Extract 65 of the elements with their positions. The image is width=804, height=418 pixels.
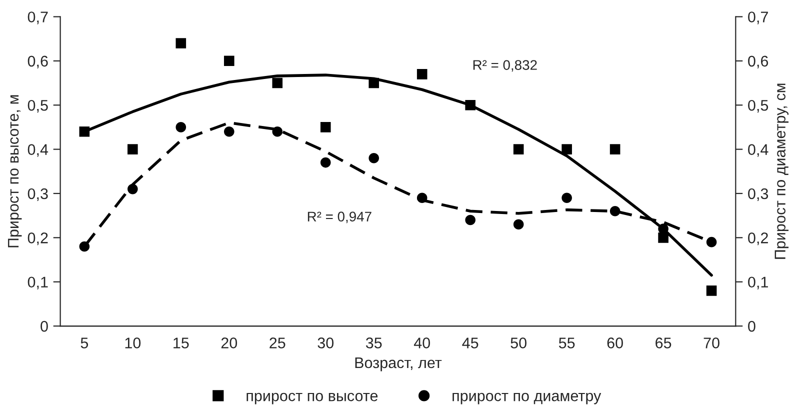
point xyxy=(562,144,572,154)
x-tick-label: 55 xyxy=(558,338,575,348)
point xyxy=(128,144,138,154)
point xyxy=(176,38,186,48)
x-tick-label: 40 xyxy=(414,338,430,348)
x-tick-label: 35 xyxy=(366,338,382,348)
point xyxy=(513,219,524,230)
point xyxy=(224,56,234,66)
x-tick-label: 10 xyxy=(125,338,141,348)
point xyxy=(706,236,717,248)
y-tick-label: 0,6 xyxy=(28,56,48,68)
x-tick-label: 50 xyxy=(510,338,526,348)
x-tick-label: 15 xyxy=(174,338,189,348)
y2-tick-label: 0,1 xyxy=(748,276,768,290)
point xyxy=(272,126,283,137)
legend-label: прирост по высоте xyxy=(246,392,378,404)
point xyxy=(416,192,428,204)
point xyxy=(513,144,524,154)
y2-tick-label: 0,4 xyxy=(748,144,768,157)
x-tick-label: 65 xyxy=(656,338,672,348)
y-axis-title: Прирост по высоте, м xyxy=(8,95,22,248)
y2-axis-title: Прирост по диаметру, см xyxy=(774,84,788,259)
point xyxy=(465,214,476,226)
point xyxy=(706,286,717,296)
point xyxy=(320,122,331,132)
point xyxy=(368,152,380,164)
y2-tick-label: 0,2 xyxy=(748,232,768,246)
x-tick-label: 5 xyxy=(80,338,88,348)
point xyxy=(128,184,138,194)
point xyxy=(658,224,668,234)
x-tick-label: 20 xyxy=(221,338,238,348)
point xyxy=(465,100,476,110)
x-tick-label: 60 xyxy=(607,338,623,348)
y-tick-label: 0,3 xyxy=(28,188,48,201)
y-tick-label: 0,7 xyxy=(28,12,48,24)
point xyxy=(272,78,283,88)
y2-tick-label: 0,3 xyxy=(748,188,768,201)
point xyxy=(320,157,331,168)
y-tick-label: 0,4 xyxy=(28,144,48,157)
point xyxy=(658,232,668,243)
point xyxy=(562,192,572,204)
x-tick-label: 70 xyxy=(704,338,720,348)
point xyxy=(610,144,620,154)
y-tick-label: 0,2 xyxy=(28,232,48,246)
x-tick-label: 45 xyxy=(462,338,478,348)
y-tick-label: 0 xyxy=(40,320,48,332)
legend-label: прирост по диаметру xyxy=(452,392,602,404)
y2-tick-label: 0,7 xyxy=(748,12,768,24)
x-axis-title: Возраст, лет xyxy=(355,358,442,372)
point xyxy=(368,78,380,88)
y2-tick-label: 0,5 xyxy=(748,100,768,113)
y2-tick-label: 0 xyxy=(748,320,756,332)
annotation: R² = 0,832 xyxy=(473,60,537,72)
point xyxy=(79,126,90,137)
y-tick-label: 0,1 xyxy=(28,276,48,290)
point xyxy=(79,241,90,252)
point xyxy=(176,122,186,132)
x-tick-label: 30 xyxy=(318,338,334,348)
point xyxy=(610,206,620,216)
y2-tick-label: 0,6 xyxy=(748,56,768,68)
x-tick-label: 25 xyxy=(270,338,286,348)
annotation: R² = 0,947 xyxy=(308,212,372,224)
point xyxy=(224,126,234,137)
point xyxy=(416,69,428,80)
y-tick-label: 0,5 xyxy=(28,100,48,113)
